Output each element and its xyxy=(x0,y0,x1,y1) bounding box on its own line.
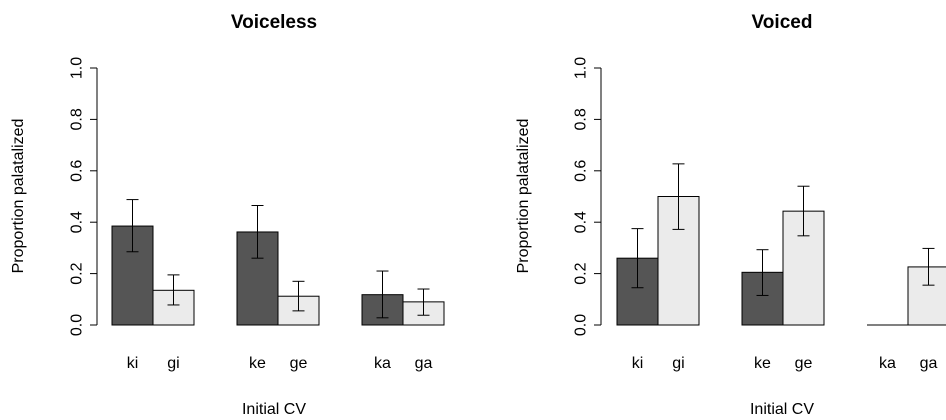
chart-panel-voiceless: Voiceless Proportion palatalized Initial… xyxy=(10,12,445,418)
chart-title: Voiceless xyxy=(231,12,317,33)
category-label: ga xyxy=(920,355,938,372)
category-label: ke xyxy=(249,355,266,372)
y-ticks: 0.0 0.2 0.4 0.6 0.8 1.0 xyxy=(69,57,97,336)
y-tick-label: 0.8 xyxy=(69,108,86,130)
bars xyxy=(616,196,946,326)
bar-ga xyxy=(907,266,946,326)
y-tick-label: 0.4 xyxy=(573,211,590,233)
chart-panel-voiced: Voiced Proportion palatalized Initial CV… xyxy=(515,12,946,418)
category-label: ga xyxy=(415,355,433,372)
y-axis-label: Proportion palatalized xyxy=(515,119,532,274)
x-axis-label: Initial CV xyxy=(242,401,306,418)
y-tick-label: 1.0 xyxy=(573,57,590,79)
y-tick-label: 0.4 xyxy=(69,211,86,233)
error-bars xyxy=(126,199,430,319)
category-label: ka xyxy=(374,355,391,372)
category-label: ge xyxy=(795,355,813,372)
category-label: ki xyxy=(632,355,644,372)
category-label: ge xyxy=(290,355,308,372)
y-ticks: 0.0 0.2 0.4 0.6 0.8 1.0 xyxy=(573,57,601,336)
category-labels: ki gi ke ge ka ga xyxy=(632,355,938,372)
y-tick-label: 0.0 xyxy=(69,314,86,336)
bars xyxy=(111,225,445,326)
chart-title: Voiced xyxy=(752,12,813,33)
y-tick-label: 0.2 xyxy=(573,262,590,284)
category-labels: ki gi ke ge ka ga xyxy=(127,355,433,372)
y-axis-label: Proportion palatalized xyxy=(10,119,27,274)
category-label: gi xyxy=(167,355,179,372)
category-label: ke xyxy=(754,355,771,372)
category-label: ki xyxy=(127,355,139,372)
category-label: gi xyxy=(672,355,684,372)
x-axis-label: Initial CV xyxy=(750,401,814,418)
y-tick-label: 0.6 xyxy=(573,160,590,182)
error-bars xyxy=(631,163,935,296)
y-tick-label: 0.2 xyxy=(69,262,86,284)
y-tick-label: 0.6 xyxy=(69,160,86,182)
category-label: ka xyxy=(879,355,896,372)
y-tick-label: 1.0 xyxy=(69,57,86,79)
y-tick-label: 0.0 xyxy=(573,314,590,336)
y-tick-label: 0.8 xyxy=(573,108,590,130)
